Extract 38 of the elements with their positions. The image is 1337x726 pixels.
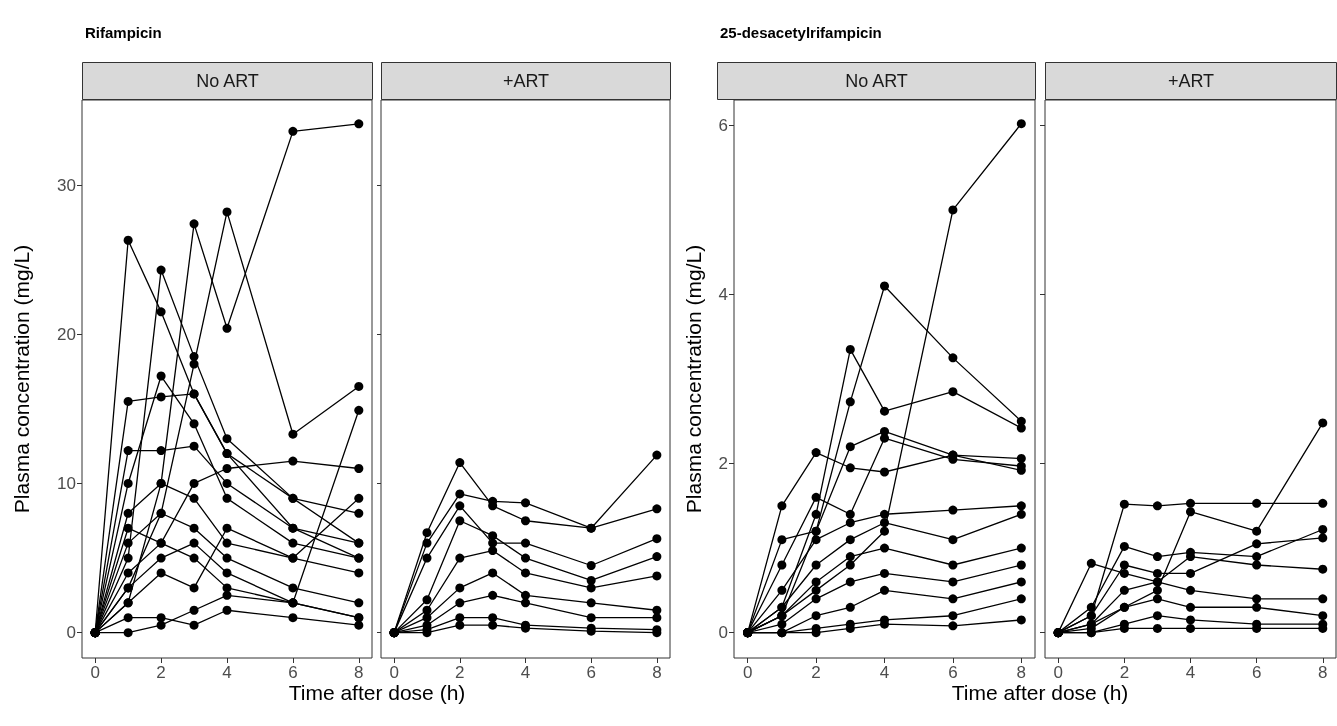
x-tick-label: 2 (455, 663, 465, 682)
y-tick-label: 10 (57, 473, 76, 493)
x-tick-label: 4 (520, 663, 531, 682)
x-tick-label: 6 (948, 663, 958, 682)
chart-subtitle: +ART (502, 71, 550, 91)
x-tick-label: 6 (1251, 663, 1262, 682)
x-tick-label: 4 (879, 663, 890, 682)
x-tick-label: 0 (742, 663, 753, 682)
x-tick-label: 0 (389, 663, 399, 682)
y-axis-title: Plasma concentration (mg/L) (10, 244, 33, 514)
x-tick-label: 6 (586, 663, 596, 682)
x-tick-label: 6 (288, 663, 298, 682)
x-tick-label: 8 (354, 663, 364, 682)
x-tick-label: 8 (1318, 663, 1328, 682)
y-tick-label: 0 (66, 623, 76, 643)
chart-subtitle: +ART (1167, 71, 1215, 91)
x-tick-label: 8 (652, 663, 662, 682)
x-tick-label: 0 (1053, 663, 1063, 682)
x-tick-label: 2 (1119, 663, 1130, 682)
y-tick-label: 6 (718, 115, 728, 135)
y-tick-label: 4 (718, 284, 728, 304)
x-axis-title: Time after dose (h) (288, 681, 466, 704)
chart-title: Rifampicin (85, 24, 162, 41)
x-tick-label: 0 (90, 663, 100, 682)
y-axis-title: Plasma concentration (mg/L) (682, 244, 705, 514)
x-tick-label: 8 (1016, 663, 1027, 682)
x-tick-label: 4 (1185, 663, 1196, 682)
x-axis-title: Time after dose (h) (951, 681, 1129, 704)
x-tick-label: 2 (156, 663, 166, 682)
x-tick-label: 4 (222, 663, 232, 682)
y-tick-label: 0 (718, 623, 728, 643)
y-tick-label: 2 (718, 454, 728, 474)
chart-title: 25-desacetylrifampicin (720, 24, 882, 41)
chart-subtitle: No ART (196, 71, 259, 91)
y-tick-label: 30 (57, 175, 76, 195)
y-tick-label: 20 (57, 324, 76, 344)
chart-subtitle: No ART (845, 71, 908, 91)
x-tick-label: 2 (811, 663, 821, 682)
